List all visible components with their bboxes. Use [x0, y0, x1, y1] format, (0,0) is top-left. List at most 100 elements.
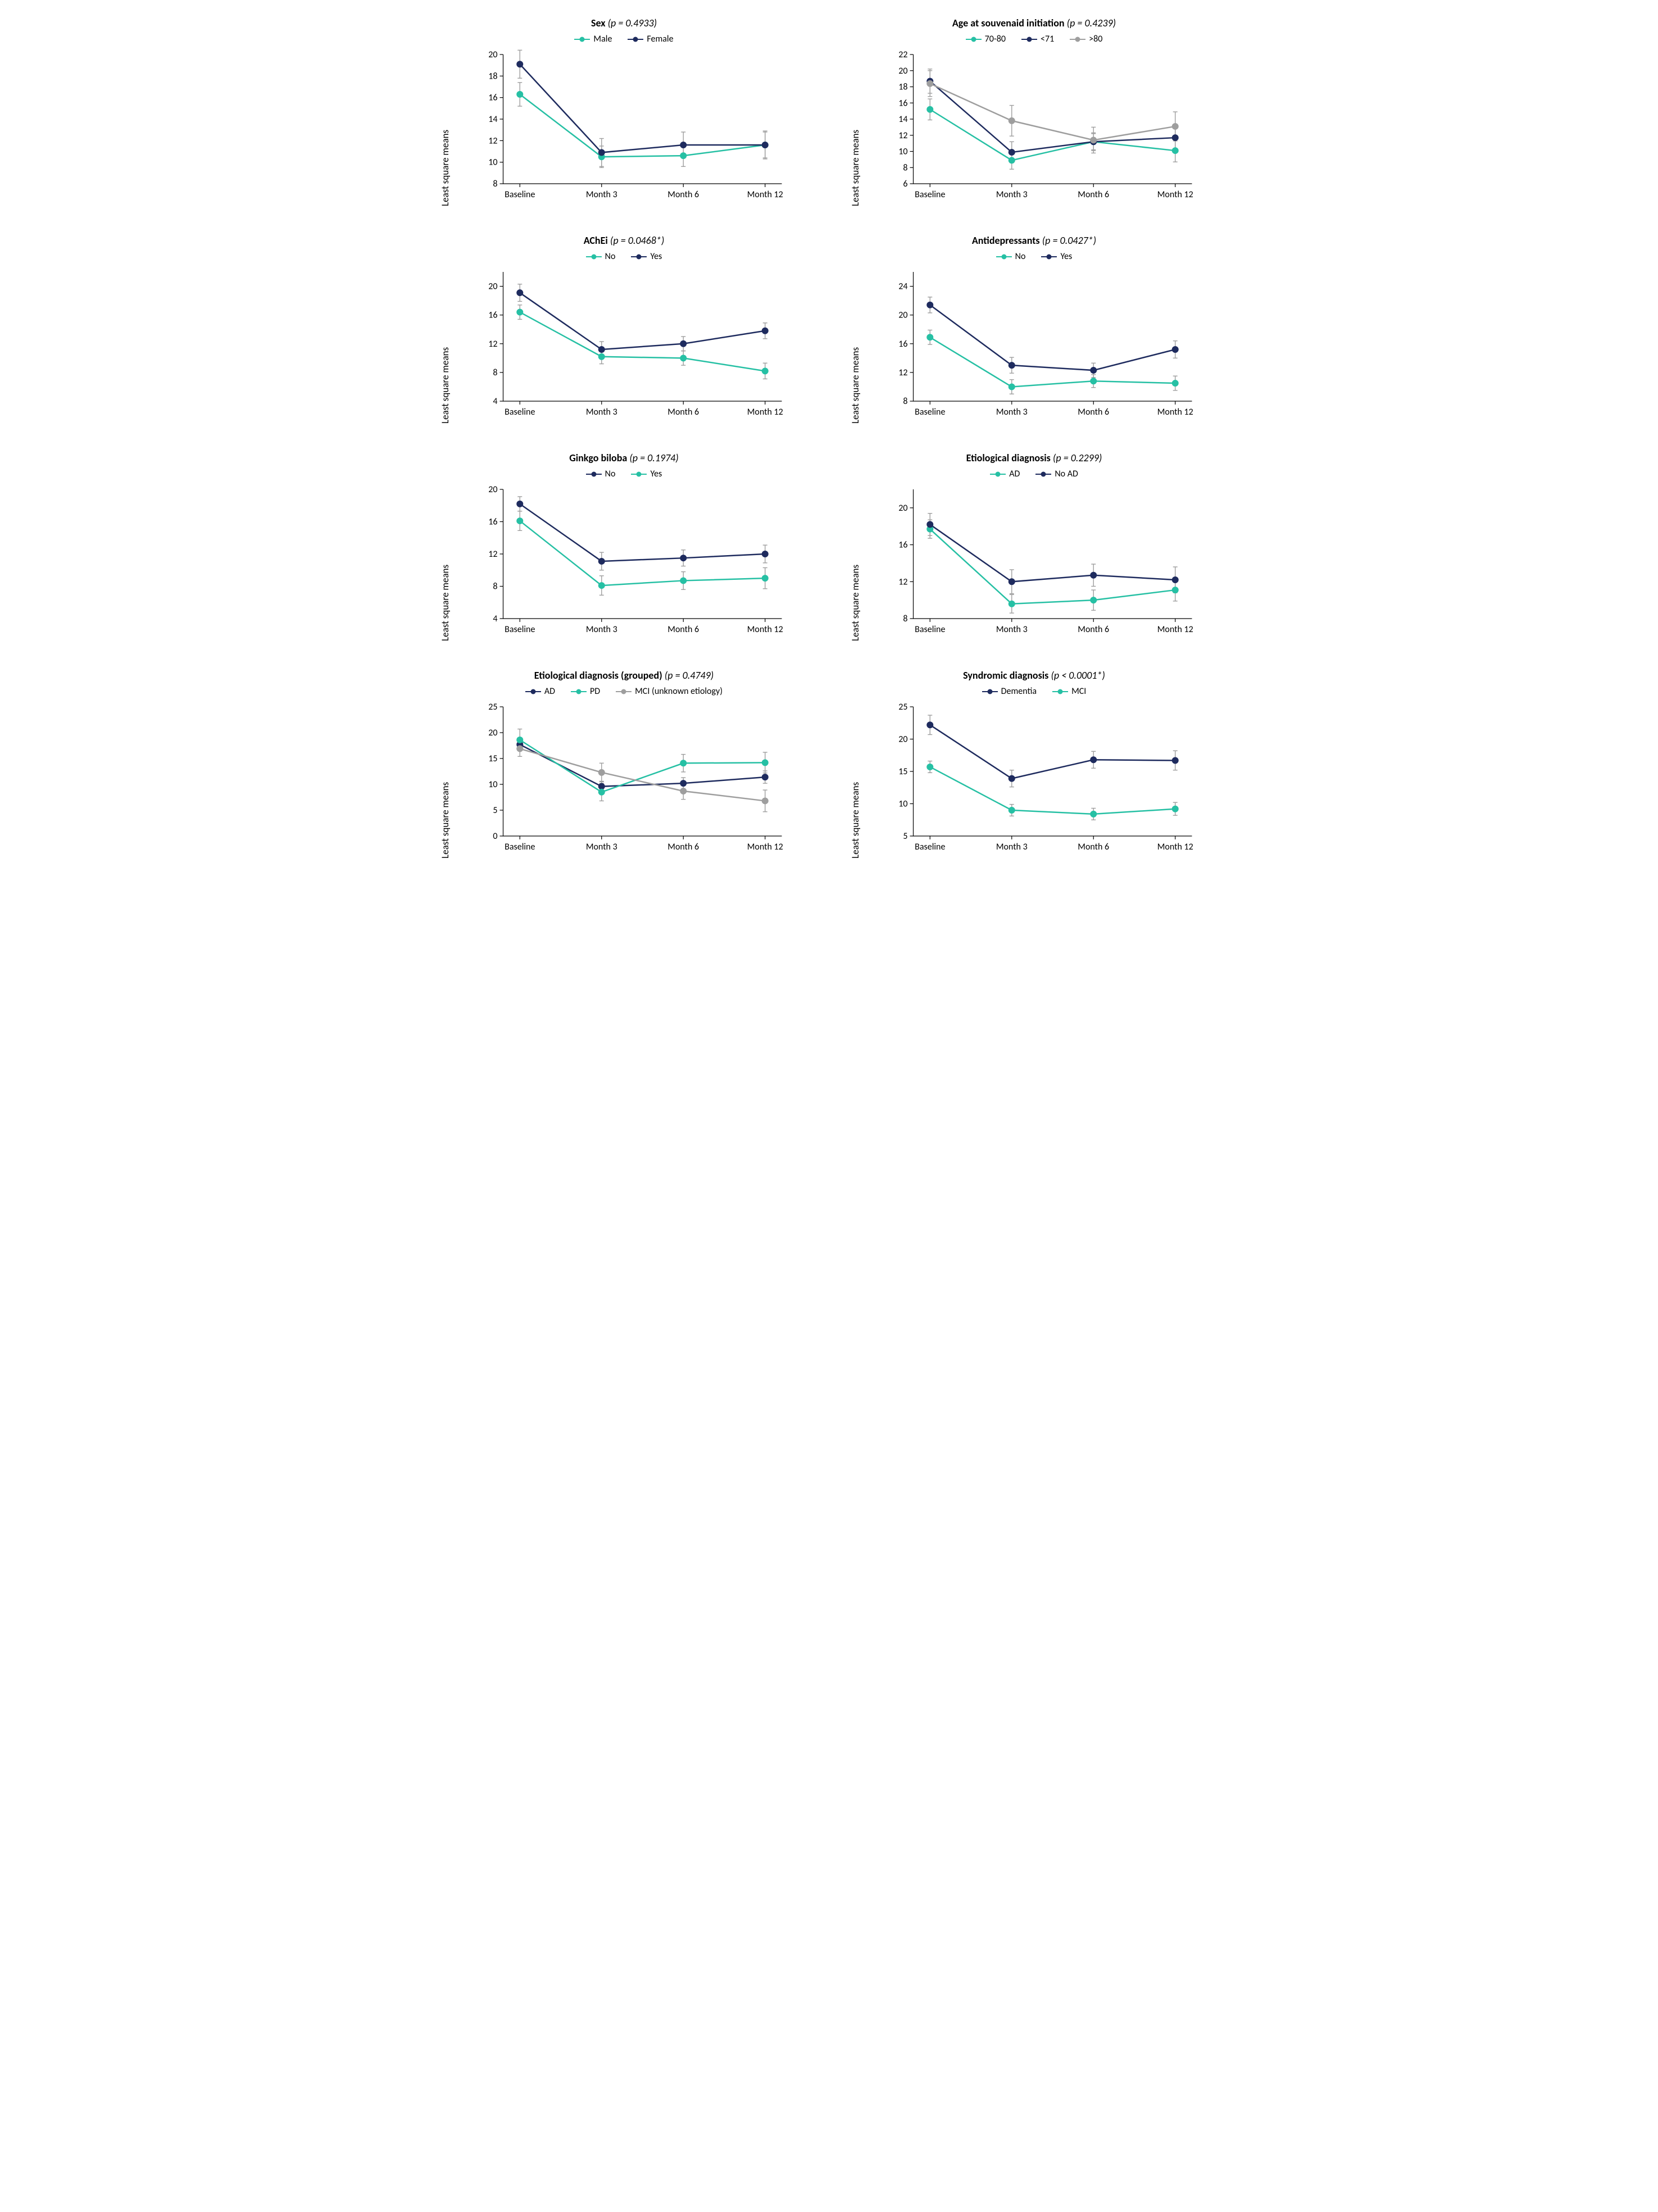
legend-item: No AD: [1035, 469, 1078, 479]
legend-swatch: [631, 474, 647, 475]
svg-text:10: 10: [488, 779, 497, 790]
y-axis-label: Least square means: [436, 266, 455, 424]
y-axis-label: Least square means: [846, 266, 865, 424]
chart-svg: 0510152025BaselineMonth 3Month 6Month 12: [455, 701, 812, 859]
legend-label: >80: [1089, 34, 1102, 44]
svg-text:24: 24: [898, 281, 907, 292]
chart-wrap: Least square means812162024BaselineMonth…: [846, 266, 1223, 424]
title-pval: (p = 0.4933): [608, 17, 657, 29]
svg-text:Month 3: Month 3: [996, 189, 1027, 200]
svg-text:16: 16: [898, 339, 907, 349]
svg-text:16: 16: [898, 98, 907, 108]
legend-swatch: [574, 39, 590, 40]
svg-text:8: 8: [493, 179, 497, 189]
panel-title: Antidepressants (p = 0.0427*): [972, 234, 1096, 247]
legend-label: AD: [544, 686, 555, 697]
legend-swatch: [586, 474, 602, 475]
svg-text:12: 12: [488, 549, 497, 560]
legend-label: <71: [1041, 34, 1054, 44]
svg-text:Month 6: Month 6: [667, 624, 699, 635]
y-axis-label: Least square means: [846, 701, 865, 859]
title-bold: Antidepressants: [972, 234, 1042, 247]
svg-text:Month 3: Month 3: [585, 624, 617, 635]
svg-text:12: 12: [898, 130, 907, 141]
svg-text:8: 8: [903, 614, 907, 624]
svg-text:8: 8: [903, 162, 907, 173]
svg-text:12: 12: [488, 339, 497, 349]
legend-label: MCI (unknown etiology): [635, 686, 723, 697]
legend-swatch: [628, 39, 643, 40]
svg-text:16: 16: [898, 540, 907, 551]
legend-label: AD: [1009, 469, 1020, 479]
svg-text:Baseline: Baseline: [915, 842, 945, 852]
panel-title: Sex (p = 0.4933): [591, 17, 657, 29]
svg-text:Month 6: Month 6: [667, 842, 699, 852]
panel-ginkgo: Ginkgo biloba (p = 0.1974)NoYesLeast squ…: [436, 452, 812, 641]
svg-text:Month 12: Month 12: [747, 842, 783, 852]
title-bold: Ginkgo biloba: [569, 452, 629, 464]
legend-swatch: [966, 39, 982, 40]
legend-label: Yes: [1060, 251, 1072, 262]
panel-sex: Sex (p = 0.4933)MaleFemaleLeast square m…: [436, 17, 812, 206]
legend-item: Dementia: [982, 686, 1037, 697]
legend-swatch: [571, 691, 587, 692]
legend-item: 70-80: [966, 34, 1006, 44]
svg-text:Month 12: Month 12: [1157, 189, 1193, 200]
legend-item: MCI (unknown etiology): [616, 686, 723, 697]
legend-item: No: [996, 251, 1026, 262]
title-pval: (p = 0.0468*): [610, 234, 664, 247]
svg-text:6: 6: [903, 179, 907, 189]
y-axis-label: Least square means: [846, 484, 865, 641]
svg-text:22: 22: [898, 49, 907, 60]
panel-title: Etiological diagnosis (grouped) (p = 0.4…: [534, 669, 714, 682]
legend: ADPDMCI (unknown etiology): [525, 686, 723, 697]
svg-text:Baseline: Baseline: [505, 842, 535, 852]
chart-svg: 812162024BaselineMonth 3Month 6Month 12: [865, 266, 1223, 424]
panel-title: Etiological diagnosis (p = 0.2299): [966, 452, 1102, 464]
legend-item: No: [586, 469, 616, 479]
legend-swatch: [1035, 474, 1051, 475]
legend-swatch: [1052, 691, 1068, 692]
svg-text:10: 10: [898, 147, 907, 157]
legend-swatch: [631, 256, 647, 257]
svg-text:20: 20: [488, 484, 497, 495]
chart-wrap: Least square means0510152025BaselineMont…: [436, 701, 812, 859]
svg-text:0: 0: [493, 831, 497, 842]
svg-text:Month 12: Month 12: [1157, 842, 1193, 852]
svg-text:20: 20: [488, 49, 497, 60]
legend-label: Dementia: [1001, 686, 1037, 697]
panel-title: Syndromic diagnosis (p < 0.0001*): [963, 669, 1105, 682]
chart-wrap: Least square means8121620BaselineMonth 3…: [846, 484, 1223, 641]
legend: No Yes: [996, 251, 1073, 262]
legend-item: Yes: [631, 469, 662, 479]
legend-swatch: [990, 474, 1006, 475]
chart-grid: Sex (p = 0.4933)MaleFemaleLeast square m…: [436, 17, 1223, 859]
svg-text:8: 8: [493, 582, 497, 592]
svg-text:12: 12: [898, 367, 907, 378]
legend: AD No AD: [990, 469, 1078, 479]
svg-text:Month 12: Month 12: [747, 189, 783, 200]
panel-etiodxg: Etiological diagnosis (grouped) (p = 0.4…: [436, 669, 812, 859]
y-axis-label: Least square means: [436, 49, 455, 206]
svg-text:16: 16: [488, 310, 497, 321]
legend: NoYes: [586, 251, 662, 262]
legend-item: AD: [990, 469, 1020, 479]
svg-text:Month 6: Month 6: [1078, 624, 1109, 635]
legend: No Yes: [586, 469, 662, 479]
legend-item: >80: [1070, 34, 1102, 44]
legend-label: No: [1015, 251, 1026, 262]
chart-svg: 48121620BaselineMonth 3Month 6Month 12: [455, 266, 812, 424]
svg-text:Month 6: Month 6: [1078, 842, 1109, 852]
chart-svg: 48121620BaselineMonth 3Month 6Month 12: [455, 484, 812, 641]
chart-svg: 8101214161820BaselineMonth 3Month 6Month…: [455, 49, 812, 206]
svg-text:Month 12: Month 12: [1157, 407, 1193, 417]
svg-text:Month 12: Month 12: [747, 407, 783, 417]
chart-wrap: Least square means510152025BaselineMonth…: [846, 701, 1223, 859]
legend-item: Yes: [1041, 251, 1072, 262]
svg-text:12: 12: [898, 576, 907, 587]
svg-text:Month 6: Month 6: [667, 407, 699, 417]
title-pval: (p = 0.0427*): [1042, 234, 1096, 247]
svg-text:4: 4: [493, 396, 497, 407]
svg-text:10: 10: [898, 799, 907, 810]
title-pval: (p = 0.4239): [1067, 17, 1116, 29]
